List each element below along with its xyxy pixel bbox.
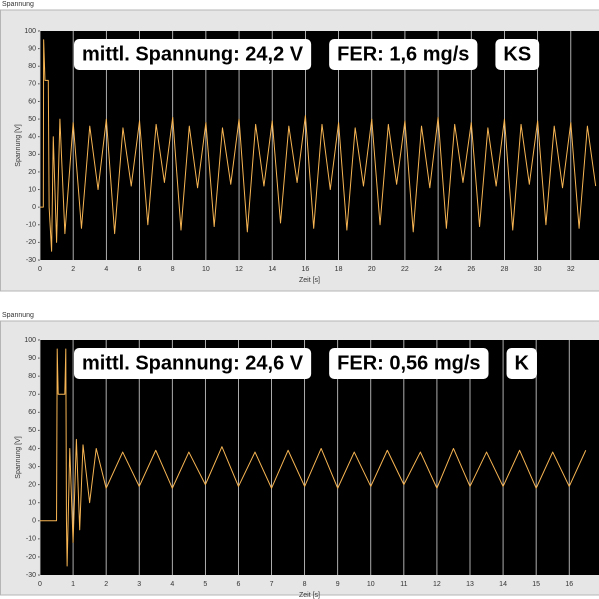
- y-tick-label: -10: [26, 222, 36, 229]
- annotation: FER: 0,56 mg/s: [337, 352, 480, 374]
- panel-title: Spannung: [2, 312, 34, 319]
- annotation: KS: [503, 43, 531, 65]
- x-tick-label: 9: [336, 581, 340, 588]
- plot-area: [40, 340, 599, 575]
- x-tick-label: 8: [303, 581, 307, 588]
- x-tick-label: 12: [433, 581, 441, 588]
- y-tick-label: 0: [32, 204, 36, 211]
- x-tick-label: 16: [565, 581, 573, 588]
- annotation-box: [74, 348, 312, 379]
- y-tick-label: 30: [28, 151, 36, 158]
- annotation: FER: 1,6 mg/s: [337, 43, 469, 65]
- x-tick-label: 14: [499, 581, 507, 588]
- y-tick-label: 50: [28, 427, 36, 434]
- y-tick-label: -20: [26, 239, 36, 246]
- y-tick-label: 50: [28, 116, 36, 123]
- x-tick-label: 15: [532, 581, 540, 588]
- x-tick-label: 26: [467, 266, 475, 273]
- x-tick-label: 12: [235, 266, 243, 273]
- y-tick-label: 20: [28, 169, 36, 176]
- x-tick-label: 28: [501, 266, 509, 273]
- y-tick-label: 30: [28, 463, 36, 470]
- y-tick-label: -30: [26, 572, 36, 579]
- x-tick-label: 2: [71, 266, 75, 273]
- x-tick-label: 11: [400, 581, 407, 588]
- x-tick-label: 2: [104, 581, 108, 588]
- annotation-box: [506, 348, 537, 379]
- y-tick-label: 70: [28, 81, 36, 88]
- y-tick-label: -30: [26, 257, 36, 264]
- y-axis-label: Spannung [V]: [15, 124, 22, 166]
- x-tick-label: 0: [38, 581, 42, 588]
- y-tick-label: 70: [28, 391, 36, 398]
- y-tick-label: 60: [28, 98, 36, 105]
- x-tick-label: 30: [534, 266, 542, 273]
- x-tick-label: 20: [368, 266, 376, 273]
- x-tick-label: 7: [270, 581, 274, 588]
- x-tick-label: 10: [202, 266, 210, 273]
- x-axis-label: Zeit [s]: [299, 592, 320, 599]
- annotation-box: [74, 39, 312, 70]
- y-tick-label: 20: [28, 481, 36, 488]
- x-tick-label: 14: [268, 266, 276, 273]
- y-tick-label: 0: [32, 518, 36, 525]
- annotation-box: [495, 39, 540, 70]
- y-tick-label: -10: [26, 536, 36, 543]
- x-tick-label: 4: [170, 581, 174, 588]
- x-tick-label: 8: [171, 266, 175, 273]
- x-tick-label: 5: [203, 581, 207, 588]
- annotation-box: [329, 348, 489, 379]
- y-tick-label: 10: [28, 186, 36, 193]
- x-tick-label: 18: [335, 266, 343, 273]
- y-tick-label: 80: [28, 63, 36, 70]
- x-tick-label: 6: [237, 581, 241, 588]
- panel-title: Spannung: [2, 1, 34, 8]
- plot: [40, 39, 597, 252]
- x-tick-label: 3: [137, 581, 141, 588]
- annotation: mittl. Spannung: 24,2 V: [82, 43, 304, 65]
- signal-line: [40, 348, 587, 567]
- x-tick-label: 0: [38, 266, 42, 273]
- x-tick-label: 10: [367, 581, 375, 588]
- x-tick-label: 16: [302, 266, 310, 273]
- x-axis-label: Zeit [s]: [299, 277, 320, 284]
- x-tick-label: 13: [466, 581, 474, 588]
- x-tick-label: 22: [401, 266, 409, 273]
- y-tick-label: 90: [28, 355, 36, 362]
- y-tick-label: 40: [28, 134, 36, 141]
- y-tick-label: 40: [28, 445, 36, 452]
- signal-line: [40, 39, 597, 252]
- y-tick-label: 90: [28, 45, 36, 52]
- annotation: mittl. Spannung: 24,6 V: [82, 352, 304, 374]
- y-tick-label: 80: [28, 373, 36, 380]
- x-tick-label: 6: [138, 266, 142, 273]
- plot: [40, 348, 587, 567]
- x-tick-label: 32: [567, 266, 575, 273]
- y-tick-label: 100: [24, 28, 36, 35]
- x-tick-label: 4: [104, 266, 108, 273]
- y-tick-label: -20: [26, 554, 36, 561]
- y-tick-label: 100: [24, 337, 36, 344]
- annotation: K: [515, 352, 530, 374]
- x-tick-label: 24: [434, 266, 442, 273]
- y-tick-label: 10: [28, 500, 36, 507]
- y-axis-label: Spannung [V]: [15, 436, 22, 478]
- annotation-box: [329, 39, 478, 70]
- x-tick-label: 1: [71, 581, 75, 588]
- y-tick-label: 60: [28, 409, 36, 416]
